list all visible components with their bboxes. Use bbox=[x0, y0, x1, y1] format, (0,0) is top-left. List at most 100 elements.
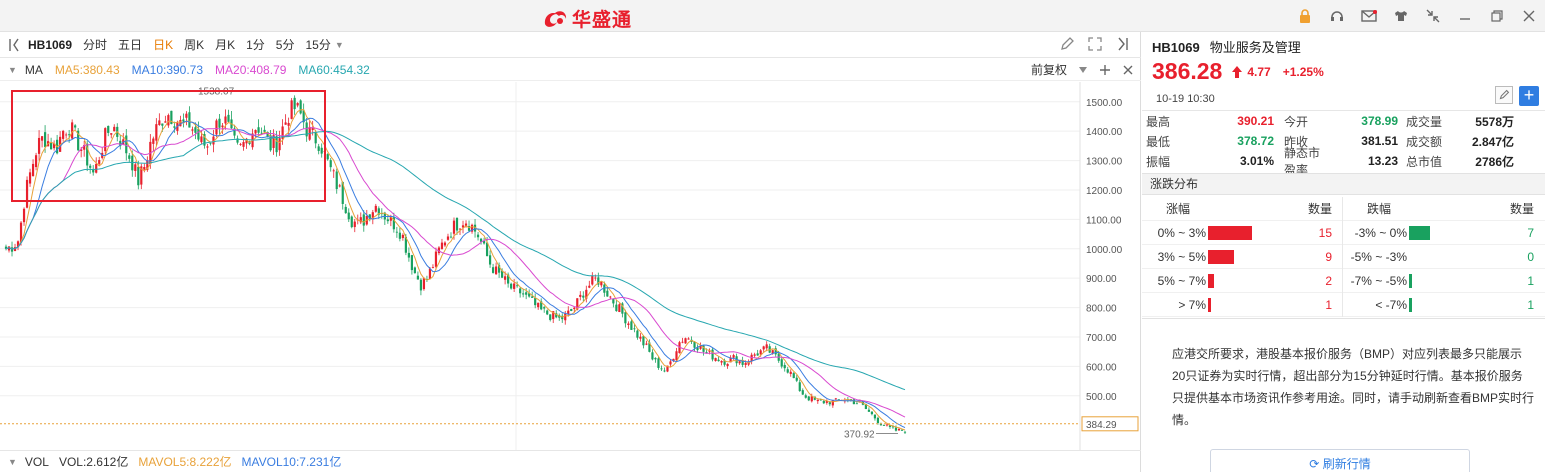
tab-daily-k[interactable]: 日K bbox=[153, 38, 174, 52]
candle-body bbox=[281, 126, 284, 139]
headset-icon[interactable] bbox=[1327, 6, 1347, 26]
fall-bar bbox=[1409, 273, 1412, 288]
candle-body bbox=[368, 214, 371, 220]
candle-body bbox=[852, 399, 855, 405]
candle-body bbox=[894, 427, 898, 431]
mavol5-value: MAVOL5:8.222亿 bbox=[138, 455, 232, 469]
candle-body bbox=[600, 282, 603, 286]
restore-icon[interactable] bbox=[1487, 6, 1507, 26]
rise-range: > 7% bbox=[1178, 297, 1206, 312]
minimize-icon[interactable] bbox=[1455, 6, 1475, 26]
candle-body bbox=[738, 361, 741, 364]
candle-body bbox=[771, 350, 774, 354]
rise-count: 15 bbox=[1318, 225, 1332, 240]
collapse-sidebar-icon[interactable] bbox=[8, 38, 20, 52]
tab-5min[interactable]: 5分 bbox=[275, 38, 295, 52]
candle-body bbox=[516, 285, 519, 287]
collapse-arrow-icon[interactable]: ▼ bbox=[8, 64, 17, 75]
chevron-down-icon[interactable]: ▼ bbox=[334, 39, 344, 50]
quote-label: 成交量 bbox=[1406, 114, 1443, 129]
candle-body bbox=[810, 396, 813, 402]
candle-body bbox=[885, 424, 889, 426]
candle-body bbox=[182, 119, 185, 122]
count-header: 数量 bbox=[1509, 202, 1534, 216]
candle-body bbox=[200, 136, 203, 143]
shrink-icon[interactable] bbox=[1423, 6, 1443, 26]
candle-body bbox=[473, 224, 477, 232]
candle-body bbox=[555, 313, 558, 318]
candle-body bbox=[651, 352, 654, 360]
collapse-arrow-icon[interactable]: ▼ bbox=[8, 456, 17, 467]
shirt-icon[interactable] bbox=[1391, 6, 1411, 26]
candle-body bbox=[699, 346, 702, 349]
ma-right-controls: 前复权 bbox=[1031, 61, 1133, 78]
quote-label: 成交额 bbox=[1406, 134, 1443, 149]
panel-toggle-icon[interactable] bbox=[1115, 36, 1129, 52]
candle-body bbox=[203, 134, 206, 146]
rise-bar bbox=[1208, 225, 1252, 240]
candle-body bbox=[903, 431, 907, 433]
candle-body bbox=[371, 212, 374, 219]
candle-body bbox=[299, 100, 302, 114]
candle-body bbox=[834, 398, 837, 400]
note-icon[interactable] bbox=[1495, 86, 1513, 104]
candle-body bbox=[627, 323, 630, 326]
tab-timeshare[interactable]: 分时 bbox=[83, 38, 108, 52]
add-watchlist-button[interactable]: + bbox=[1519, 86, 1539, 106]
candle-body bbox=[534, 298, 537, 306]
fall-cell: -5% ~ -3% 0 bbox=[1343, 245, 1544, 269]
candle-body bbox=[296, 103, 299, 106]
candle-body bbox=[497, 265, 501, 273]
candle-body bbox=[40, 136, 44, 141]
rise-cell: 5% ~ 7% 2 bbox=[1142, 268, 1343, 293]
candle-body bbox=[687, 338, 690, 340]
close-icon[interactable] bbox=[1123, 65, 1133, 75]
adjust-mode-select[interactable]: 前复权 bbox=[1030, 63, 1067, 77]
distribution-table: 涨幅 数量 跌幅 数量 0% ~ 3% 15 -3% ~ 0% 7 3% ~ 5% 9 -5% ~ … bbox=[1142, 196, 1545, 317]
candle-body bbox=[816, 399, 819, 402]
fall-cell: -3% ~ 0% 7 bbox=[1343, 221, 1544, 245]
quote-panel: HB1069 物业服务及管理 386.28 4.77 +1.25% 10-19 … bbox=[1142, 32, 1545, 472]
rise-cell: 0% ~ 3% 15 bbox=[1142, 220, 1343, 245]
fullscreen-icon[interactable] bbox=[1087, 36, 1103, 52]
plus-icon[interactable] bbox=[1099, 64, 1111, 76]
lock-icon[interactable] bbox=[1295, 6, 1315, 26]
candle-body bbox=[212, 136, 215, 145]
tab-weekly-k[interactable]: 周K bbox=[184, 38, 205, 52]
quote-code: HB1069 bbox=[1152, 40, 1200, 55]
candle-body bbox=[92, 169, 95, 173]
chevron-down-icon[interactable] bbox=[1079, 66, 1087, 73]
candle-body bbox=[567, 310, 570, 315]
candle-body bbox=[807, 396, 810, 401]
candle-body bbox=[34, 155, 38, 168]
quote-header: HB1069 物业服务及管理 bbox=[1152, 37, 1301, 56]
candle-body bbox=[98, 160, 101, 164]
candlestick-chart[interactable]: 1500.00 1400.00 1300.00 1200.00 1100.00 1000.… bbox=[0, 82, 1141, 450]
refresh-button[interactable]: ⟳ 刷新行情 bbox=[1210, 449, 1470, 472]
quote-value: 381.51 bbox=[1361, 134, 1398, 148]
tab-15min[interactable]: 15分 bbox=[305, 38, 331, 52]
fall-count: 7 bbox=[1527, 225, 1534, 240]
pencil-icon[interactable] bbox=[1059, 36, 1075, 52]
candle-body bbox=[446, 236, 450, 240]
candle-body bbox=[822, 400, 825, 404]
candle-body bbox=[347, 212, 350, 220]
candle-body bbox=[537, 302, 540, 308]
candle-body bbox=[455, 217, 459, 231]
mavol10-value: MAVOL10:7.231亿 bbox=[241, 455, 342, 469]
mail-icon[interactable] bbox=[1359, 6, 1379, 26]
close-icon[interactable] bbox=[1519, 6, 1539, 26]
tab-1min[interactable]: 1分 bbox=[246, 38, 265, 52]
candle-body bbox=[708, 350, 711, 352]
candle-body bbox=[74, 125, 77, 128]
fall-count: 1 bbox=[1527, 273, 1534, 288]
candle-body bbox=[173, 126, 176, 128]
candle-body bbox=[167, 115, 170, 126]
rise-bar bbox=[1208, 297, 1211, 312]
candle-body bbox=[293, 97, 296, 110]
candle-body bbox=[507, 274, 510, 284]
tab-five-day[interactable]: 五日 bbox=[118, 38, 143, 52]
fall-bar bbox=[1409, 297, 1412, 312]
candle-body bbox=[272, 135, 275, 148]
tab-monthly-k[interactable]: 月K bbox=[215, 38, 236, 52]
